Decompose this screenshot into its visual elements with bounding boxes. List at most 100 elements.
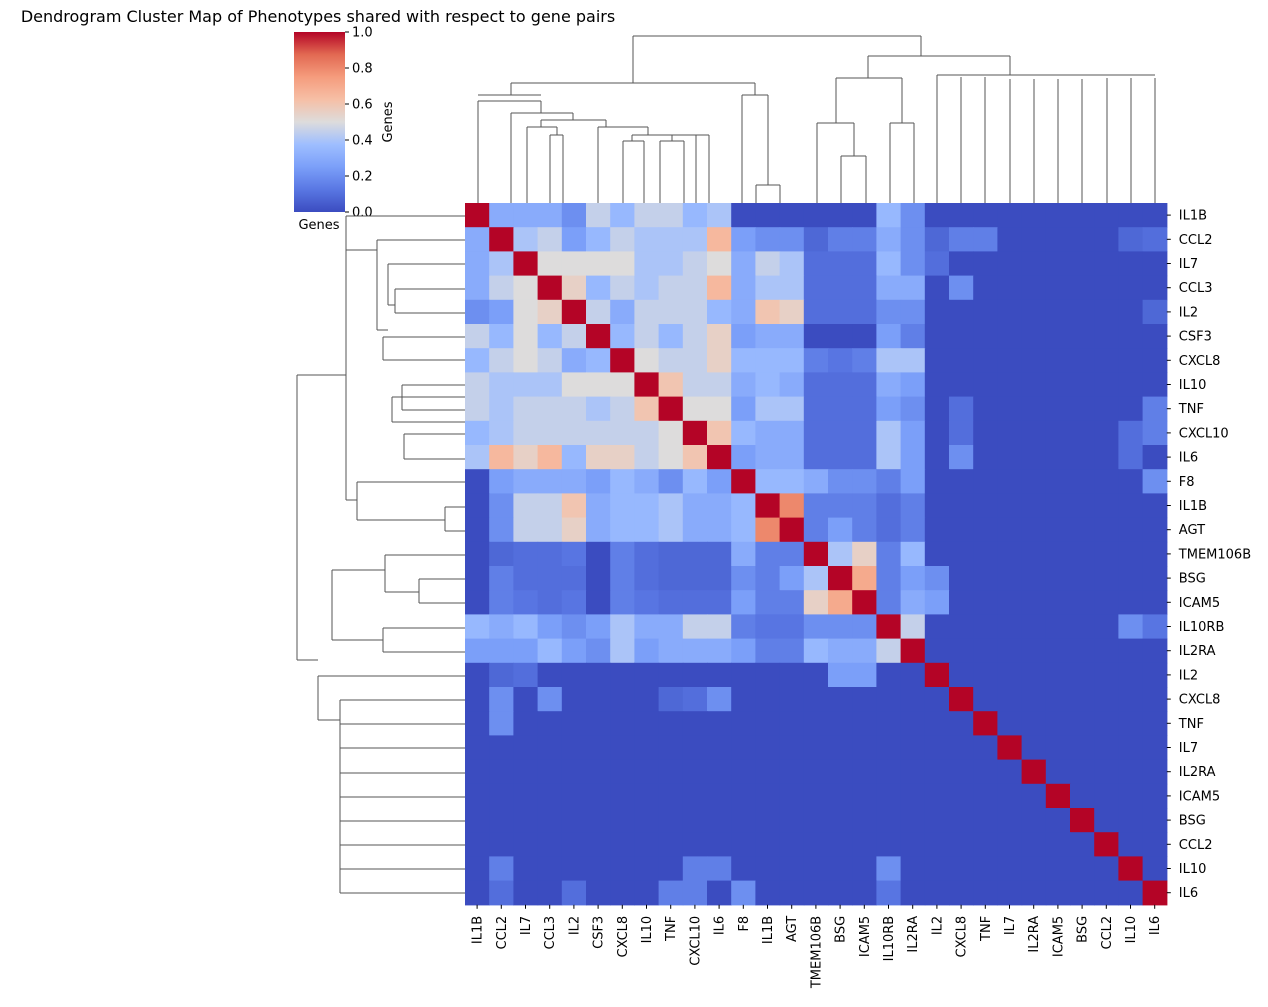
heatmap-cell <box>803 517 829 543</box>
heatmap-cell <box>949 469 974 494</box>
heatmap-cell <box>828 324 853 349</box>
heatmap-cell <box>1142 396 1168 422</box>
heatmap-cell <box>1045 590 1071 615</box>
colorbar-below-label: Genes <box>298 218 339 233</box>
heatmap-cell <box>489 420 514 446</box>
heatmap-cell <box>852 614 877 640</box>
heatmap-cell <box>537 687 563 712</box>
heatmap-cell <box>1094 420 1119 446</box>
heatmap-cell <box>634 638 660 664</box>
heatmap-cell <box>803 493 829 519</box>
heatmap-cell <box>924 203 950 228</box>
heatmap-cell <box>707 856 732 882</box>
heatmap-cell <box>949 711 974 736</box>
heatmap-cell <box>610 541 635 567</box>
heatmap-cell <box>924 445 950 470</box>
col-label: CCL2 <box>1100 916 1115 950</box>
heatmap-cell <box>731 227 756 252</box>
heatmap-cell <box>537 590 563 615</box>
heatmap-cell <box>707 662 732 688</box>
heatmap-cell <box>1070 275 1095 301</box>
heatmap-cell <box>586 783 611 809</box>
heatmap-cell <box>586 711 611 736</box>
heatmap-cell <box>634 856 660 882</box>
heatmap-cell <box>1070 469 1095 494</box>
heatmap-cell <box>949 227 974 252</box>
row-label: IL10 <box>1179 378 1207 393</box>
heatmap-cell <box>1094 614 1119 640</box>
heatmap-cell <box>513 517 539 543</box>
heatmap-cell <box>1021 493 1047 519</box>
heatmap-cell <box>1118 735 1144 761</box>
heatmap-cell <box>755 638 781 664</box>
heatmap-cell <box>682 687 708 712</box>
heatmap-cell <box>1045 396 1071 422</box>
heatmap-cell <box>634 251 660 277</box>
heatmap-cell <box>779 493 805 519</box>
heatmap-cell <box>658 783 684 809</box>
heatmap-cell <box>610 832 635 857</box>
heatmap-cell <box>1045 420 1071 446</box>
heatmap-cell <box>924 711 950 736</box>
heatmap-cell <box>900 396 926 422</box>
heatmap-cell <box>658 324 684 349</box>
heatmap-cell <box>973 445 998 470</box>
heatmap-cell <box>707 203 732 228</box>
heatmap-cell <box>513 759 539 785</box>
heatmap-cell <box>1118 711 1144 736</box>
heatmap-cell <box>1142 614 1168 640</box>
heatmap-cell <box>537 832 563 857</box>
heatmap-cell <box>803 227 829 252</box>
heatmap-cell <box>731 469 756 494</box>
heatmap-cell <box>755 396 781 422</box>
col-label: IL10 <box>1124 916 1139 944</box>
heatmap-cell <box>1118 324 1144 349</box>
heatmap-cell <box>1142 808 1168 833</box>
heatmap-cell <box>513 420 539 446</box>
heatmap-cell <box>1094 275 1119 301</box>
heatmap-cell <box>513 856 539 882</box>
col-label: TMEM106B <box>809 916 824 989</box>
heatmap-cell <box>610 687 635 712</box>
heatmap-cell <box>1070 372 1095 398</box>
heatmap-cell <box>561 396 587 422</box>
heatmap-cell <box>852 227 877 252</box>
heatmap-cell <box>1142 348 1168 373</box>
heatmap-cell <box>1142 711 1168 736</box>
heatmap-cell <box>489 227 514 252</box>
heatmap-cell <box>779 517 805 543</box>
heatmap-cell <box>876 372 902 398</box>
heatmap-cell <box>513 783 539 809</box>
heatmap-cell <box>658 227 684 252</box>
heatmap-cell <box>610 638 635 664</box>
heatmap-cell <box>997 614 1023 640</box>
heatmap-cell <box>900 420 926 446</box>
heatmap-cell <box>731 590 756 615</box>
heatmap-cell <box>900 662 926 688</box>
heatmap-cell <box>634 735 660 761</box>
row-label: IL2 <box>1179 668 1198 683</box>
heatmap-cell <box>658 880 684 906</box>
heatmap-cell <box>707 566 732 591</box>
heatmap-cell <box>973 372 998 398</box>
row-label: IL7 <box>1179 741 1198 756</box>
heatmap-cell <box>465 856 490 882</box>
colorbar-tick-label: 0.4 <box>352 134 373 149</box>
heatmap-cell <box>1045 687 1071 712</box>
heatmap-cell <box>900 638 926 664</box>
heatmap-cell <box>876 662 902 688</box>
heatmap-cell <box>1045 299 1071 325</box>
heatmap-cell <box>682 372 708 398</box>
heatmap-cell <box>1118 251 1144 277</box>
heatmap-cell <box>803 469 829 494</box>
heatmap-cell <box>852 566 877 591</box>
col-label: TNF <box>979 916 994 942</box>
heatmap-cell <box>779 638 805 664</box>
heatmap-cell <box>852 759 877 785</box>
heatmap-cell <box>489 759 514 785</box>
heatmap-cell <box>682 614 708 640</box>
heatmap-cell <box>779 251 805 277</box>
heatmap-cell <box>682 711 708 736</box>
heatmap-cell <box>682 348 708 373</box>
heatmap-cell <box>610 880 635 906</box>
